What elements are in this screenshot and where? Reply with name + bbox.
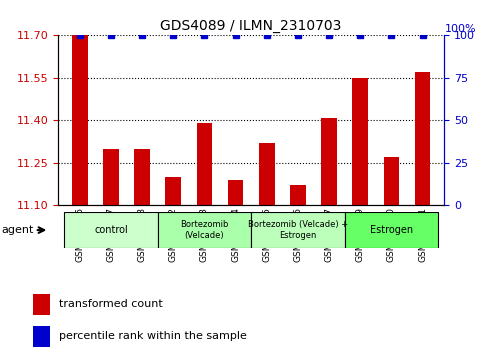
FancyBboxPatch shape [251, 212, 345, 248]
Bar [321, 118, 337, 205]
Bar [33, 294, 50, 315]
Bar [353, 78, 368, 205]
Bar [33, 326, 50, 347]
Text: Bortezomib (Velcade) +
Estrogen: Bortezomib (Velcade) + Estrogen [248, 221, 348, 240]
Text: control: control [94, 225, 128, 235]
Bar [72, 35, 87, 205]
Bar [290, 185, 306, 205]
FancyBboxPatch shape [157, 212, 251, 248]
Text: agent: agent [1, 225, 34, 235]
Bar [415, 72, 430, 205]
Bar [166, 177, 181, 205]
Text: Estrogen: Estrogen [370, 225, 413, 235]
Bar [228, 180, 243, 205]
Text: transformed count: transformed count [59, 299, 163, 309]
Bar [384, 157, 399, 205]
Text: 100%: 100% [444, 24, 476, 34]
Text: Bortezomib
(Velcade): Bortezomib (Velcade) [180, 221, 228, 240]
FancyBboxPatch shape [64, 212, 157, 248]
FancyBboxPatch shape [345, 212, 438, 248]
Text: percentile rank within the sample: percentile rank within the sample [59, 331, 247, 341]
Bar [134, 149, 150, 205]
Bar [103, 149, 119, 205]
Bar [197, 123, 212, 205]
Title: GDS4089 / ILMN_2310703: GDS4089 / ILMN_2310703 [160, 19, 342, 33]
Bar [259, 143, 274, 205]
